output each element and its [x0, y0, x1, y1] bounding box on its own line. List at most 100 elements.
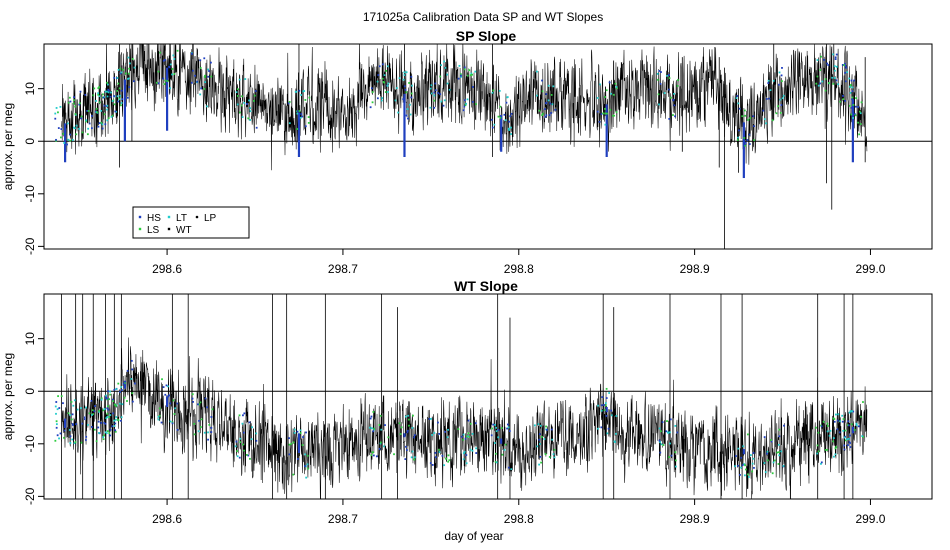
ls-point	[117, 419, 120, 422]
lt-point	[398, 77, 401, 80]
ls-point	[544, 453, 547, 456]
hs-point	[107, 390, 110, 393]
lt-point	[536, 94, 538, 97]
ls-point	[298, 110, 301, 112]
lt-point	[834, 453, 837, 456]
lt-point	[59, 105, 62, 108]
hs-point	[841, 63, 844, 66]
ls-point	[399, 433, 402, 435]
hs-point	[550, 428, 553, 431]
hs-point	[238, 456, 241, 459]
hs-point	[506, 427, 508, 430]
lt-point	[67, 138, 70, 141]
hs-point	[847, 444, 849, 447]
lt-point	[405, 415, 407, 418]
lt-point	[55, 423, 58, 426]
hs-point	[83, 416, 86, 419]
hs-point	[128, 86, 131, 89]
ls-point	[122, 68, 125, 71]
hs-point	[596, 110, 599, 113]
legend-marker	[138, 215, 142, 219]
hs-point	[190, 81, 193, 84]
ls-point	[236, 450, 238, 452]
ls-point	[379, 441, 382, 444]
lt-point	[381, 97, 384, 99]
hs-point	[439, 93, 442, 96]
lt-point	[56, 408, 59, 411]
hs-point	[770, 440, 773, 443]
ls-point	[408, 424, 410, 427]
ls-point	[74, 113, 77, 115]
ls-point	[858, 133, 861, 136]
ls-point	[463, 68, 466, 71]
ls-point	[372, 411, 375, 413]
hs-point	[114, 422, 117, 425]
ls-point	[78, 102, 81, 105]
ls-point	[445, 457, 447, 460]
ls-point	[159, 51, 162, 54]
ls-point	[743, 109, 746, 112]
ls-point	[744, 144, 747, 147]
hs-point	[160, 421, 163, 424]
hs-point	[842, 95, 844, 97]
ls-point	[238, 414, 241, 417]
lt-point	[249, 119, 252, 121]
lt-point	[410, 456, 413, 459]
ls-point	[677, 79, 679, 82]
lt-point	[503, 448, 506, 451]
ls-point	[95, 107, 98, 110]
ls-point	[203, 76, 206, 78]
ls-point	[816, 444, 819, 447]
ls-point	[243, 449, 246, 452]
hs-point	[668, 118, 671, 120]
ls-point	[857, 121, 860, 124]
hs-point	[429, 462, 432, 465]
lt-point	[448, 88, 451, 91]
lt-point	[106, 83, 109, 86]
lt-point	[852, 117, 854, 119]
ls-point	[307, 116, 310, 118]
y-tick-label: 10	[23, 82, 37, 96]
ls-point	[108, 398, 111, 401]
ls-point	[296, 128, 299, 130]
ls-point	[469, 74, 472, 77]
hs-point	[854, 113, 856, 116]
ls-point	[292, 441, 295, 444]
hs-point	[370, 87, 373, 90]
ls-point	[747, 118, 750, 121]
lt-point	[169, 420, 172, 423]
lt-point	[87, 423, 89, 426]
lt-point	[539, 424, 542, 427]
hs-point	[107, 88, 110, 91]
hs-point	[169, 402, 172, 405]
hs-point	[739, 474, 741, 476]
ls-point	[817, 431, 820, 434]
lt-point	[411, 426, 414, 429]
ls-point	[781, 80, 783, 83]
lt-point	[127, 56, 130, 59]
hs-point	[434, 451, 437, 454]
ls-point	[124, 72, 127, 75]
hs-point	[164, 393, 167, 396]
hs-point	[851, 90, 854, 93]
ls-point	[770, 439, 772, 441]
ls-point	[604, 404, 607, 407]
hs-point	[191, 69, 194, 72]
ls-point	[855, 97, 857, 99]
lt-point	[408, 103, 411, 106]
hs-point	[844, 62, 846, 65]
ls-point	[779, 111, 782, 114]
hs-point	[765, 98, 768, 100]
hs-point	[823, 58, 825, 61]
hs-point	[738, 107, 741, 110]
ls-point	[191, 393, 194, 396]
lt-point	[110, 115, 113, 118]
hs-point	[444, 430, 447, 433]
hs-point	[112, 398, 114, 401]
hs-point	[471, 86, 474, 88]
hs-point	[191, 397, 194, 400]
ls-point	[100, 397, 103, 400]
hs-point	[372, 430, 375, 433]
hs-point	[462, 109, 465, 112]
ls-point	[494, 460, 497, 463]
